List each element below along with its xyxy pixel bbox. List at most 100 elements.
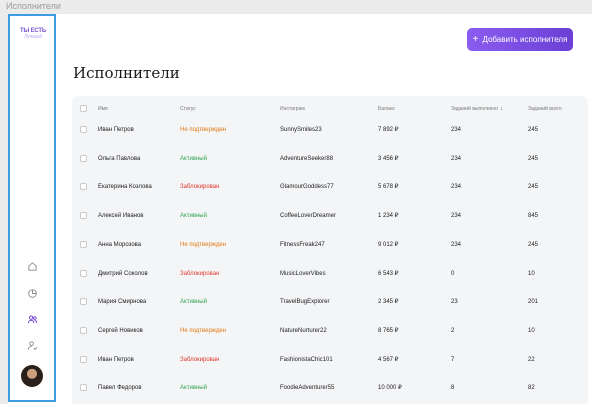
table-row[interactable]: Екатерина Козлова Заблокирован GlamourGo…: [72, 179, 588, 195]
row-checkbox[interactable]: [80, 240, 87, 248]
home-icon[interactable]: [26, 260, 38, 272]
row-checkbox[interactable]: [80, 126, 87, 133]
cell-status: Активный: [180, 155, 207, 162]
sort-down-icon[interactable]: ↓: [499, 106, 503, 112]
cell-done: 7: [451, 356, 455, 363]
select-all-checkbox[interactable]: [80, 105, 87, 112]
add-performer-button[interactable]: + Добавить исполнителя: [467, 28, 573, 51]
cell-name: Екатерина Козлова: [98, 184, 152, 191]
logo-line2: Лучший: [23, 34, 43, 40]
cell-name: Павел Федоров: [98, 385, 142, 392]
col-balance[interactable]: Баланс: [378, 106, 396, 112]
row-checkbox[interactable]: [80, 298, 87, 306]
chart-pie-icon[interactable]: [26, 287, 38, 299]
cell-done: 234: [451, 155, 462, 162]
cell-instagram: FashionistaChic101: [280, 356, 333, 363]
cell-total: 82: [528, 385, 535, 392]
cell-total: 10: [528, 270, 535, 277]
cell-name: Иван Петров: [98, 356, 134, 363]
table-row[interactable]: Анна Морозова Не подтвержден FitnessFrea…: [72, 237, 588, 253]
cell-status: Не подтвержден: [180, 327, 226, 334]
cell-name: Анна Морозова: [98, 241, 142, 248]
cell-total: 10: [528, 327, 535, 334]
cell-balance: 2 345 ₽: [378, 299, 399, 306]
cell-total: 245: [528, 241, 539, 248]
col-instagram[interactable]: Инстаграм: [280, 106, 305, 112]
cell-done: 234: [451, 241, 462, 248]
row-checkbox[interactable]: [80, 384, 87, 392]
logo[interactable]: ТЫ ЕСТЬ Лучший: [19, 28, 47, 40]
cell-total: 22: [528, 356, 535, 363]
plus-icon: +: [472, 33, 479, 45]
col-done-label: Заданий выполнено: [451, 106, 498, 112]
cell-balance: 4 567 ₽: [378, 356, 399, 363]
cell-name: Ольга Павлова: [98, 155, 141, 162]
cell-instagram: AdventureSeeker88: [280, 155, 334, 162]
cell-total: 845: [528, 213, 539, 220]
cell-done: 0: [451, 270, 455, 277]
row-checkbox[interactable]: [80, 269, 87, 277]
cell-instagram: FoodieAdventurer55: [280, 385, 335, 392]
cell-status: Не подтвержден: [180, 241, 226, 248]
window-title: Исполнители: [6, 1, 61, 11]
cell-total: 245: [528, 127, 539, 133]
users-icon[interactable]: [26, 313, 38, 325]
row-checkbox[interactable]: [80, 355, 87, 363]
cell-status: Заблокирован: [180, 184, 220, 191]
cell-status: Активный: [180, 299, 207, 306]
cell-status: Активный: [180, 213, 207, 220]
cell-name: Алексей Иванов: [98, 213, 144, 220]
cell-balance: 9 012 ₽: [378, 241, 399, 248]
cell-status: Не подтвержден: [180, 127, 226, 133]
cell-done: 234: [451, 127, 462, 133]
cell-name: Дмитрий Соколов: [98, 270, 148, 277]
table-row[interactable]: Мария Смирнова Активный TravelBugExplore…: [72, 294, 588, 310]
cell-name: Сергей Новиков: [98, 327, 143, 334]
cell-balance: 3 456 ₽: [378, 155, 399, 162]
cell-name: Мария Смирнова: [98, 299, 147, 306]
cell-done: 234: [451, 213, 462, 220]
cell-done: 8: [451, 385, 455, 392]
cell-total: 245: [528, 184, 539, 191]
table-header: Имя Статус Инстаграм Баланс Заданий выпо…: [72, 101, 588, 117]
table-row[interactable]: Павел Федоров Активный FoodieAdventurer5…: [72, 380, 588, 396]
cell-done: 2: [451, 327, 455, 334]
cell-instagram: TravelBugExplorer: [280, 299, 330, 306]
sidebar: ТЫ ЕСТЬ Лучший: [8, 14, 56, 402]
cell-status: Активный: [180, 385, 207, 392]
col-name[interactable]: Имя: [98, 106, 108, 112]
cell-total: 245: [528, 155, 539, 162]
table-row[interactable]: Ольга Павлова Активный AdventureSeeker88…: [72, 151, 588, 167]
row-checkbox[interactable]: [80, 212, 87, 220]
row-checkbox[interactable]: [80, 183, 87, 191]
cell-done: 23: [451, 299, 458, 306]
cell-status: Заблокирован: [180, 356, 220, 363]
cell-instagram: FitnessFreak247: [280, 241, 325, 248]
cell-balance: 10 000 ₽: [378, 385, 402, 392]
cell-name: Иван Петров: [98, 127, 134, 133]
table-row[interactable]: Сергей Новиков Не подтвержден NatureNurt…: [72, 323, 588, 339]
table-row[interactable]: Дмитрий Соколов Заблокирован MusicLoverV…: [72, 266, 588, 282]
cell-balance: 8 765 ₽: [378, 327, 399, 334]
performers-table: Имя Статус Инстаграм Баланс Заданий выпо…: [72, 96, 588, 404]
cell-balance: 6 543 ₽: [378, 270, 399, 277]
user-check-icon[interactable]: [26, 339, 38, 351]
cell-total: 201: [528, 299, 539, 306]
cell-instagram: NatureNurturer22: [280, 327, 327, 334]
logo-line1: ТЫ ЕСТЬ: [20, 28, 46, 34]
cell-status: Заблокирован: [180, 270, 220, 277]
col-done[interactable]: Заданий выполнено ↓: [451, 101, 503, 117]
cell-instagram: CoffeeLoverDreamer: [280, 213, 336, 220]
cell-done: 234: [451, 184, 462, 191]
row-checkbox[interactable]: [80, 154, 87, 162]
table-row[interactable]: Иван Петров Заблокирован FashionistaChic…: [72, 352, 588, 368]
row-checkbox[interactable]: [80, 326, 87, 334]
table-row[interactable]: Алексей Иванов Активный CoffeeLoverDream…: [72, 208, 588, 224]
avatar[interactable]: [21, 365, 43, 387]
table-row[interactable]: Иван Петров Не подтвержден SunnySmiles23…: [72, 122, 588, 138]
col-status[interactable]: Статус: [180, 106, 196, 112]
cell-balance: 7 892 ₽: [378, 127, 399, 133]
cell-instagram: GlamourGoddess77: [280, 184, 334, 191]
col-total[interactable]: Заданий всего: [528, 106, 562, 112]
cell-instagram: SunnySmiles23: [280, 127, 322, 133]
